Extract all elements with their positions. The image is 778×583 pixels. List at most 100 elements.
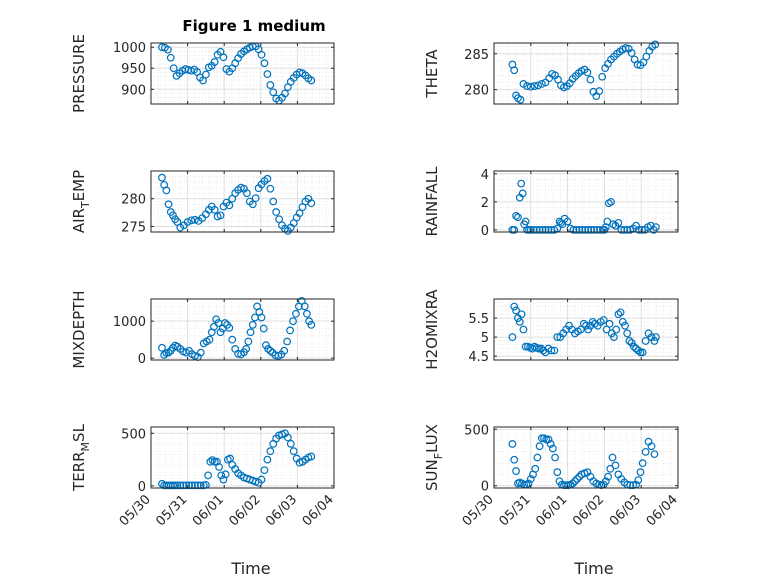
data-point xyxy=(638,459,647,468)
data-point xyxy=(179,481,188,490)
data-point xyxy=(588,317,597,326)
data-point xyxy=(205,335,214,344)
subplot-5: 4.5 5 5.5 H2OMIXRA xyxy=(423,289,679,370)
data-point xyxy=(307,76,316,85)
y-tick-label: 0 xyxy=(481,480,489,495)
y-tick-label: 950 xyxy=(121,62,146,77)
series-markers xyxy=(508,40,660,104)
data-point xyxy=(629,342,638,351)
data-point xyxy=(582,321,590,330)
data-point xyxy=(632,344,640,353)
data-point xyxy=(599,316,608,324)
data-point xyxy=(627,49,636,57)
data-point xyxy=(584,325,593,334)
data-point xyxy=(573,475,582,483)
axes-box xyxy=(150,42,335,105)
data-point xyxy=(281,89,289,98)
figure-title: Figure 1 medium xyxy=(182,17,325,35)
data-point xyxy=(307,320,316,329)
data-point xyxy=(204,471,212,480)
data-point xyxy=(578,225,587,234)
data-point xyxy=(191,481,199,490)
y-axis-label: TERRMSL xyxy=(70,423,92,492)
series-markers xyxy=(158,429,316,490)
data-point xyxy=(193,481,202,490)
y-axis-label: AIRTEMP xyxy=(70,170,92,233)
data-point xyxy=(266,447,275,456)
data-point xyxy=(605,319,614,328)
data-point xyxy=(289,447,298,456)
subplot-1: 280 285 THETA xyxy=(423,40,679,105)
data-point xyxy=(292,309,300,318)
y-tick-label: 285 xyxy=(464,48,489,63)
plot-area xyxy=(494,43,678,104)
data-point xyxy=(215,463,223,471)
axes-box xyxy=(150,298,335,361)
data-point xyxy=(246,328,255,337)
data-point xyxy=(210,58,219,66)
y-tick-label: 4.5 xyxy=(468,350,489,365)
data-point xyxy=(160,350,169,359)
data-point xyxy=(266,81,275,89)
data-point xyxy=(526,225,535,234)
data-point xyxy=(612,325,621,334)
data-point xyxy=(210,457,219,466)
data-point xyxy=(547,346,556,355)
data-point xyxy=(526,475,535,483)
data-point xyxy=(257,313,266,322)
data-point xyxy=(182,481,191,490)
data-point xyxy=(251,194,260,203)
data-point xyxy=(300,302,309,311)
data-point xyxy=(623,329,632,338)
data-point xyxy=(512,306,520,315)
data-point xyxy=(593,225,601,234)
data-point xyxy=(515,317,524,326)
data-point xyxy=(286,326,294,335)
data-point xyxy=(523,82,532,90)
data-point xyxy=(607,329,616,338)
data-point xyxy=(225,201,234,210)
data-point xyxy=(607,197,615,206)
data-point xyxy=(283,337,292,346)
y-tick-label: 275 xyxy=(121,220,146,235)
data-point xyxy=(636,468,645,477)
data-point xyxy=(166,53,175,62)
data-point xyxy=(620,225,629,234)
data-point xyxy=(650,337,659,345)
data-point xyxy=(627,338,636,347)
data-point xyxy=(530,82,539,90)
data-point xyxy=(248,200,257,209)
data-point xyxy=(553,468,562,477)
y-tick-label: 280 xyxy=(464,84,489,99)
axes-box xyxy=(493,426,679,489)
subplot-3: 0 2 4 RAINFALL xyxy=(423,166,679,239)
data-point xyxy=(508,333,517,342)
data-point xyxy=(621,44,630,52)
data-point xyxy=(516,95,525,104)
y-tick-label: 4 xyxy=(481,168,489,183)
subplot-grid: 900 950 1000 PRESSURE 280 285 THETA 275 280 AIRTE… xyxy=(70,34,681,529)
data-point xyxy=(171,481,180,490)
data-point xyxy=(586,321,595,330)
data-point xyxy=(569,225,578,234)
data-point xyxy=(510,225,519,234)
y-axis-label: MIXDEPTH xyxy=(70,290,88,368)
data-point xyxy=(551,453,559,462)
y-tick-label: 1000 xyxy=(113,315,146,330)
x-axis-label-left: Time xyxy=(230,559,270,578)
data-point xyxy=(514,213,522,222)
series-markers xyxy=(508,302,660,357)
y-tick-label: 1000 xyxy=(113,41,146,56)
data-point xyxy=(259,324,268,333)
y-tick-label: 900 xyxy=(121,83,146,98)
data-point xyxy=(650,450,659,459)
y-tick-label: 500 xyxy=(464,423,489,438)
data-point xyxy=(638,348,647,357)
y-axis-label: H2OMIXRA xyxy=(423,289,441,370)
data-point xyxy=(537,80,546,88)
data-point xyxy=(553,333,562,342)
data-point xyxy=(575,225,584,234)
data-point xyxy=(303,309,311,318)
data-point xyxy=(641,447,650,456)
